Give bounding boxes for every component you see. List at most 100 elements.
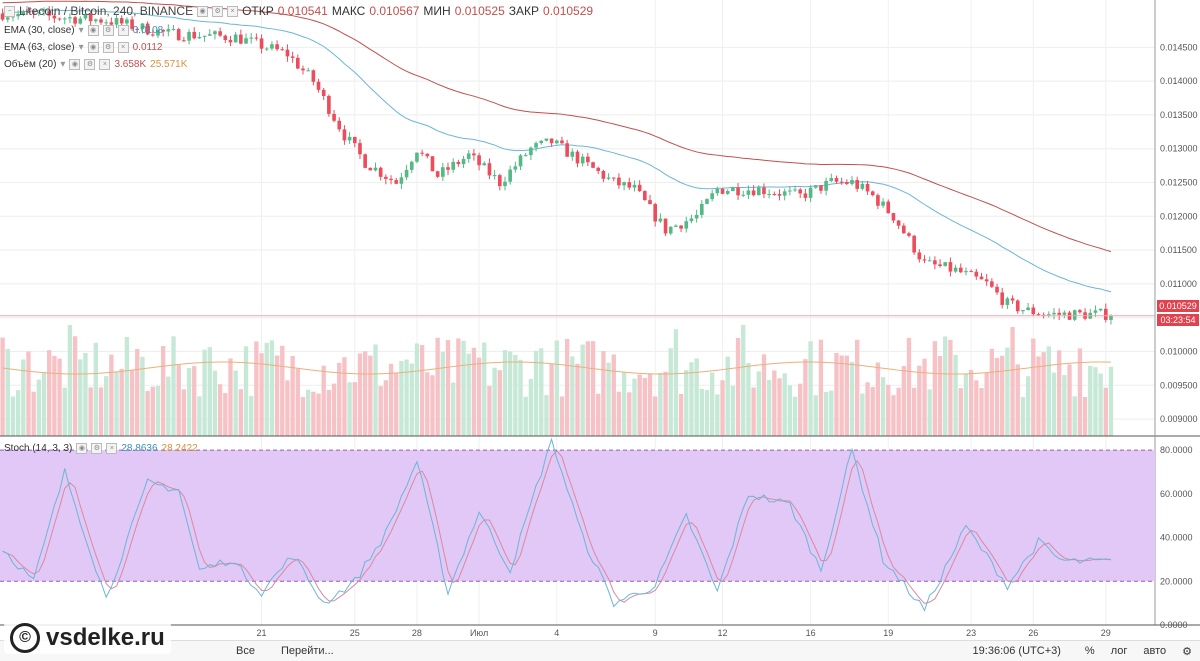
collapse-icon[interactable]: −: [4, 5, 15, 17]
ema30-legend[interactable]: EMA (30, close) ▾ ◉ ⚙ × 0.0108: [4, 25, 163, 36]
candle-body: [912, 235, 916, 253]
volume-bar: [917, 365, 922, 436]
volume-bar: [823, 391, 829, 436]
eye-icon[interactable]: ◉: [69, 59, 81, 70]
volume-bar: [927, 389, 932, 436]
settings-icon[interactable]: ⚙: [212, 5, 224, 17]
candle-body: [347, 136, 352, 141]
dropdown-icon[interactable]: ▾: [60, 59, 66, 70]
volume-bar: [280, 345, 285, 436]
candle-body: [1036, 314, 1041, 316]
x-tick-label: 25: [350, 628, 360, 638]
candle-body: [456, 161, 461, 165]
auto-toggle[interactable]: авто: [1143, 645, 1167, 657]
close-icon[interactable]: ×: [99, 59, 111, 70]
candle-body: [492, 175, 497, 177]
volume-bar: [1005, 347, 1010, 436]
gear-icon[interactable]: ⚙: [1182, 645, 1192, 658]
volume-bar: [1062, 375, 1067, 436]
candle-body: [37, 12, 41, 14]
volume-legend[interactable]: Объём (20) ▾ ◉ ⚙ × 3.658K 25.571K: [4, 59, 187, 70]
stoch-d-value: 28.2422: [161, 443, 198, 454]
candle-body: [803, 193, 808, 198]
goto-button[interactable]: Перейти...: [280, 645, 334, 657]
candle-body: [166, 29, 171, 32]
volume-bar: [326, 389, 332, 436]
candle-body: [632, 184, 637, 188]
candle-body: [264, 48, 269, 50]
candle-body: [798, 189, 803, 194]
x-tick-label: 28: [412, 628, 422, 638]
volume-bar: [31, 391, 36, 436]
volume-bar: [316, 393, 321, 436]
candle-body: [611, 177, 616, 179]
volume-bar: [528, 379, 534, 436]
volume-bar: [715, 394, 720, 436]
volume-bar: [171, 336, 176, 436]
candle-body: [384, 176, 388, 179]
eye-icon[interactable]: ◉: [197, 5, 209, 17]
settings-icon[interactable]: ⚙: [84, 59, 96, 70]
dropdown-icon[interactable]: ▾: [78, 25, 84, 36]
candle-body: [1031, 307, 1036, 315]
candle-body: [596, 167, 601, 171]
candle-body: [845, 182, 849, 184]
candle-body: [741, 194, 746, 196]
volume-bar: [642, 377, 648, 436]
volume-bar: [254, 341, 259, 436]
close-icon[interactable]: ×: [227, 5, 239, 17]
candle-body: [99, 19, 103, 23]
percent-toggle[interactable]: %: [1084, 645, 1095, 657]
candle-body: [487, 163, 492, 176]
candle-body: [477, 155, 481, 166]
eye-icon[interactable]: ◉: [87, 25, 99, 36]
close-icon[interactable]: ×: [117, 42, 129, 53]
stoch-y-tick-label: 80.0000: [1160, 445, 1193, 455]
stoch-legend[interactable]: Stoch (14, 3, 3) ◉ ⚙ × 28.8636 28.2422: [4, 443, 198, 454]
volume-bar: [513, 354, 518, 436]
volume-bar: [984, 372, 989, 436]
candle-body: [1057, 312, 1061, 315]
log-toggle[interactable]: лог: [1110, 645, 1128, 657]
candle-body: [150, 34, 155, 36]
candle-body: [762, 187, 766, 195]
chart-canvas[interactable]: 0.014500 0.014000 0.013500 0.013000 0.012500…: [0, 0, 1200, 640]
close-icon[interactable]: ×: [106, 443, 118, 454]
candle-body: [223, 35, 228, 41]
low-value: 0.010525: [454, 4, 505, 18]
close-icon[interactable]: ×: [117, 25, 129, 36]
candle-body: [554, 140, 559, 144]
candle-body: [580, 156, 585, 164]
x-tick-label: Июл: [470, 628, 488, 638]
volume-bar: [849, 361, 855, 436]
volume-bar: [155, 385, 161, 436]
candle-body: [575, 151, 580, 164]
volume-bar: [570, 356, 575, 436]
candle-body: [876, 195, 880, 206]
volume-bar: [62, 387, 67, 436]
candle-body: [674, 225, 678, 227]
candle-body: [244, 38, 248, 44]
candle-body: [824, 180, 828, 191]
ema63-legend[interactable]: EMA (63, close) ▾ ◉ ⚙ × 0.0112: [4, 42, 162, 53]
candle-body: [373, 167, 378, 171]
volume-bar: [601, 351, 606, 436]
volume-bar: [181, 389, 187, 436]
volume-bar: [347, 382, 352, 436]
all-range-button[interactable]: Все: [236, 645, 255, 657]
candle-body: [88, 13, 93, 22]
candle-body: [378, 167, 383, 177]
candle-body: [933, 260, 937, 265]
eye-icon[interactable]: ◉: [76, 443, 88, 454]
volume-bar: [238, 389, 244, 436]
eye-icon[interactable]: ◉: [87, 42, 99, 53]
settings-icon[interactable]: ⚙: [102, 42, 114, 53]
dropdown-icon[interactable]: ▾: [78, 42, 84, 53]
candle-body: [404, 169, 409, 178]
volume-bar: [290, 355, 295, 436]
settings-icon[interactable]: ⚙: [91, 443, 103, 454]
settings-icon[interactable]: ⚙: [102, 25, 114, 36]
candle-body: [922, 259, 927, 261]
volume-label: Объём (20): [4, 59, 57, 70]
volume-bar: [699, 388, 704, 436]
